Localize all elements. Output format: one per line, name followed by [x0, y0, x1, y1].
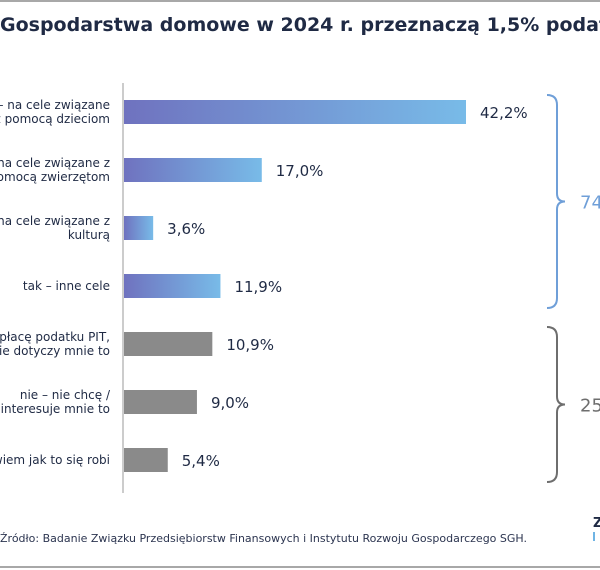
- corner-logo-letter: Z: [593, 517, 600, 531]
- category-label-0-1: z pomocą dzieciom: [0, 112, 110, 126]
- value-label-5: 9,0%: [211, 394, 249, 412]
- source-note: Źródło: Badanie Związku Przedsiębiorstw …: [0, 532, 527, 545]
- value-label-2: 3,6%: [167, 220, 205, 238]
- value-label-1: 17,0%: [276, 162, 324, 180]
- category-label-5-1: nie interesuje mnie to: [0, 402, 110, 416]
- corner-logo-accent: [593, 532, 595, 541]
- bar-4: [124, 332, 213, 356]
- corner-logo: Z: [593, 517, 600, 547]
- bar-5: [124, 390, 197, 414]
- group-bracket-1: [546, 326, 566, 483]
- category-label-1-1: pomocą zwierzętom: [0, 170, 110, 184]
- bottom-border: [0, 566, 600, 568]
- value-label-4: 10,9%: [226, 336, 274, 354]
- group-total-label-1: 25%: [580, 396, 600, 417]
- category-label-2-0: tak – na cele związane z: [0, 214, 110, 228]
- top-border: [0, 0, 600, 2]
- value-label-3: 11,9%: [234, 278, 282, 296]
- group-bracket-0: [546, 94, 566, 309]
- category-label-4-0: nie – nie płacę podatku PIT,: [0, 330, 110, 344]
- bar-6: [124, 448, 168, 472]
- category-label-1-0: tak – na cele związane z: [0, 156, 110, 170]
- value-label-6: 5,4%: [182, 452, 220, 470]
- bar-1: [124, 158, 262, 182]
- group-total-label-0: 74%: [580, 193, 600, 214]
- bar-2: [124, 216, 154, 240]
- category-label-3-0: tak – inne cele: [23, 279, 110, 293]
- category-label-4-1: nie dotyczy mnie to: [0, 344, 110, 358]
- category-label-2-1: kulturą: [68, 228, 110, 242]
- category-label-6-0: nie – nie wiem jak to się robi: [0, 453, 110, 467]
- chart-title: Gospodarstwa domowe w 2024 r. przeznaczą…: [0, 14, 600, 36]
- category-label-0-0: tak – na cele związane: [0, 98, 110, 112]
- bar-0: [124, 100, 466, 124]
- bar-3: [124, 274, 221, 298]
- value-label-0: 42,2%: [480, 104, 528, 122]
- category-label-5-0: nie – nie chcę /: [20, 388, 111, 402]
